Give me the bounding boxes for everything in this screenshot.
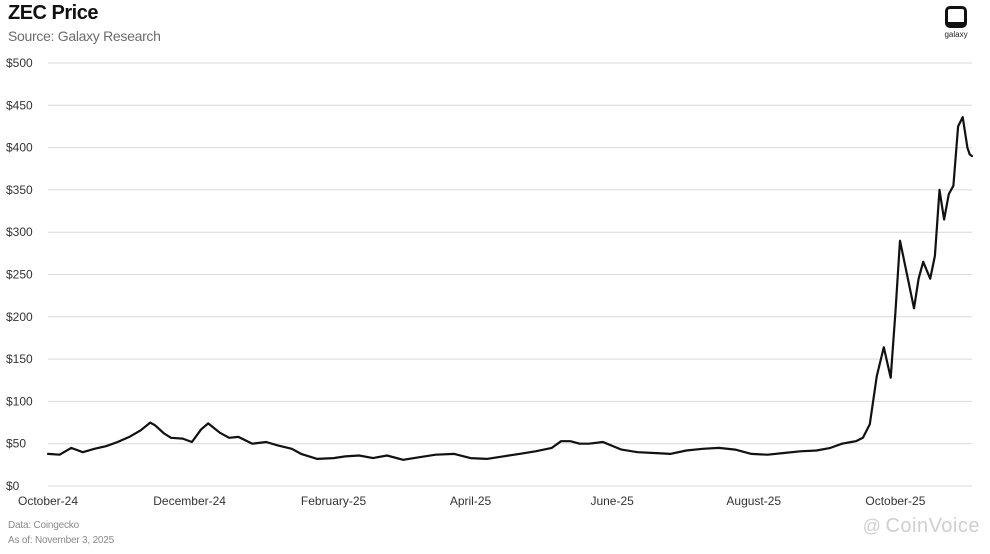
y-tick-label-0: $0 xyxy=(6,479,20,493)
price-line-series-0 xyxy=(46,115,974,461)
chart-title: ZEC Price xyxy=(8,2,98,24)
y-tick-label-450: $450 xyxy=(6,98,33,112)
y-tick-label-350: $350 xyxy=(6,183,33,197)
y-axis-ticks: $0 $50 $100 $150 $200 $250 $300 $350 $400 $450 $50… xyxy=(6,56,33,493)
galaxy-logo: galaxy xyxy=(936,6,976,39)
x-axis-ticks: October-24 December-24 February-25 April-25… xyxy=(18,494,926,508)
galaxy-logo-icon xyxy=(945,6,967,28)
y-tick-label-250: $250 xyxy=(6,268,33,282)
x-tick-label-2025-04-01: April-25 xyxy=(450,494,492,508)
y-tick-label-200: $200 xyxy=(6,310,33,324)
y-tick-label-400: $400 xyxy=(6,141,33,155)
chart-subtitle: Source: Galaxy Research xyxy=(8,28,161,44)
x-tick-label-2025-02-01: February-25 xyxy=(301,494,367,508)
x-tick-label-2024-10-01: October-24 xyxy=(18,494,78,508)
as-of-date-note: As of: November 3, 2025 xyxy=(8,535,115,546)
y-tick-label-150: $150 xyxy=(6,352,33,366)
x-tick-label-2024-12-01: December-24 xyxy=(153,494,226,508)
data-source-note: Data: Coingecko xyxy=(8,520,79,531)
y-tick-label-100: $100 xyxy=(6,394,33,408)
watermark: @ CoinVoice xyxy=(863,515,980,538)
series-layer xyxy=(46,115,974,461)
watermark-text: CoinVoice xyxy=(885,515,980,537)
grid-lines xyxy=(48,62,972,487)
y-tick-label-50: $50 xyxy=(6,437,26,451)
y-tick-label-500: $500 xyxy=(6,56,33,70)
galaxy-logo-text: galaxy xyxy=(944,30,968,39)
y-tick-label-300: $300 xyxy=(6,225,33,239)
x-tick-label-2025-06-01: June-25 xyxy=(590,494,634,508)
x-tick-label-2025-08-01: August-25 xyxy=(726,494,781,508)
x-tick-label-2025-10-01: October-25 xyxy=(865,494,925,508)
watermark-at-icon: @ xyxy=(862,516,882,536)
